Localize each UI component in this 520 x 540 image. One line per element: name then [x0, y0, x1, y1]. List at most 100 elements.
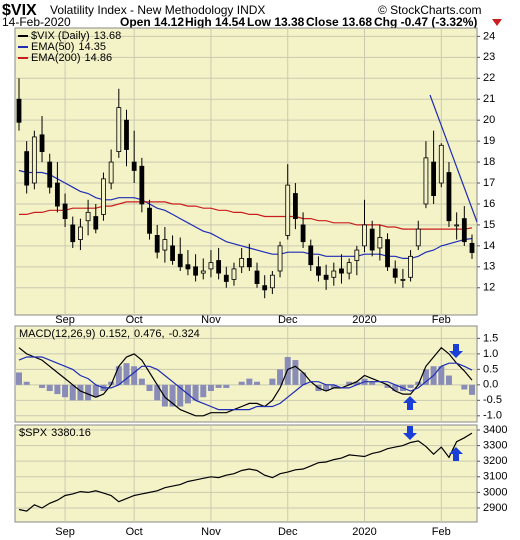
candle-body — [461, 218, 467, 243]
legend-label: EMA(200) — [31, 52, 81, 64]
candle-body — [454, 224, 460, 227]
panels: 12 13 14 15 16 17 18 19 20 21 22 23 24 Sep Oct Nov Dec 20… — [14, 27, 507, 538]
y-tick-label: 3300 — [483, 439, 507, 451]
y-tick-label: 1.5 — [483, 332, 498, 344]
histogram-bar — [54, 384, 61, 395]
candle-body — [31, 136, 37, 184]
histogram-bar — [77, 384, 84, 401]
candle-body — [193, 266, 198, 276]
down-triangle — [492, 19, 502, 26]
x-tick-label: Nov — [201, 526, 221, 538]
candle-body — [438, 144, 444, 184]
histogram-bar — [323, 384, 330, 392]
stat: Open 14.12 — [120, 15, 184, 29]
y-tick-label: 14 — [483, 240, 495, 252]
y-tick-label: 16 — [483, 198, 495, 210]
candle-body — [154, 234, 160, 253]
legend-label: $VIX (Daily) — [31, 30, 90, 42]
candle-body — [147, 207, 152, 234]
histogram-bar — [16, 372, 22, 385]
candle-body — [431, 161, 437, 196]
histogram-bar — [438, 366, 445, 385]
candle-body — [177, 253, 183, 268]
histogram-bar — [384, 384, 391, 388]
panel-label: MACD(12,26,9) — [19, 328, 95, 340]
candle-body — [262, 285, 268, 291]
candle-body — [269, 274, 275, 289]
candle-body — [124, 119, 129, 150]
candle-body — [200, 270, 206, 274]
candle-body — [469, 242, 475, 253]
legend-value: 0.476, — [134, 328, 165, 340]
histogram-bar — [131, 366, 138, 385]
y-tick-label: 19 — [483, 135, 495, 147]
histogram-bar — [92, 384, 99, 398]
candle-body — [446, 172, 452, 222]
down-arrow — [403, 426, 417, 440]
symbol: $VIX — [2, 2, 37, 19]
series-line — [18, 169, 473, 259]
candle-body — [162, 239, 168, 251]
histogram-bar — [461, 384, 468, 390]
candle-body — [369, 228, 375, 251]
y-tick-label: 24 — [483, 30, 495, 42]
histogram-bar — [23, 381, 30, 385]
up-arrow — [403, 396, 417, 410]
histogram-bar — [415, 381, 422, 385]
y-tick-label: 0.0 — [483, 379, 498, 391]
histogram-bar — [223, 384, 230, 388]
stat: Chg -0.47 (-3.32%) — [374, 15, 477, 29]
candle-body — [24, 151, 30, 186]
histogram-bar — [161, 384, 168, 407]
candle-body — [223, 274, 229, 282]
candle-body — [216, 260, 222, 274]
candle-body — [285, 184, 291, 236]
y-tick-label: 3400 — [483, 424, 507, 436]
stat: Close 13.68 — [306, 15, 372, 29]
histogram-bar — [254, 381, 261, 385]
legend-value: 13.68 — [94, 30, 122, 42]
x-tick-label: 2020 — [352, 526, 376, 538]
histogram-bar — [177, 384, 184, 407]
legend-value: -0.324 — [169, 328, 200, 340]
candle-body — [78, 226, 83, 240]
candle-body — [62, 203, 68, 220]
y-tick-label: 18 — [483, 156, 495, 168]
histogram-bar — [300, 372, 307, 385]
histogram-bar — [169, 384, 176, 407]
y-tick-label: 17 — [483, 177, 495, 189]
y-tick-label: 3000 — [483, 486, 507, 498]
candle-body — [54, 182, 60, 207]
x-tick-label: Dec — [278, 526, 298, 538]
candle-body — [408, 255, 413, 278]
candle-body — [392, 268, 398, 278]
histogram-bar — [215, 384, 222, 388]
legend-label: EMA(50) — [31, 41, 74, 53]
histogram-bar — [154, 384, 161, 401]
candle-body — [339, 268, 344, 274]
histogram-bar — [46, 384, 53, 392]
stat: High 14.54 — [185, 15, 245, 29]
x-tick-label: Feb — [432, 314, 451, 326]
histogram-bar — [200, 384, 207, 398]
credit: © StockCharts.com — [378, 3, 482, 17]
x-tick-label: Nov — [201, 314, 221, 326]
x-tick-label: Dec — [278, 314, 298, 326]
candle-body — [354, 249, 360, 261]
candle-body — [246, 258, 252, 268]
candle-body — [85, 211, 91, 222]
candle-body — [385, 239, 390, 268]
y-tick-label: 0.5 — [483, 363, 498, 375]
candle-body — [231, 268, 237, 280]
histogram-bar — [369, 381, 376, 385]
histogram-bar — [277, 369, 284, 385]
candle-body — [346, 262, 352, 274]
histogram-bar — [62, 384, 69, 398]
candle-body — [208, 262, 214, 270]
y-tick-label: 13 — [483, 261, 495, 273]
x-tick-label: 2020 — [352, 314, 376, 326]
series-line — [19, 201, 473, 230]
candle-body — [16, 98, 22, 123]
candle-body — [362, 224, 367, 247]
